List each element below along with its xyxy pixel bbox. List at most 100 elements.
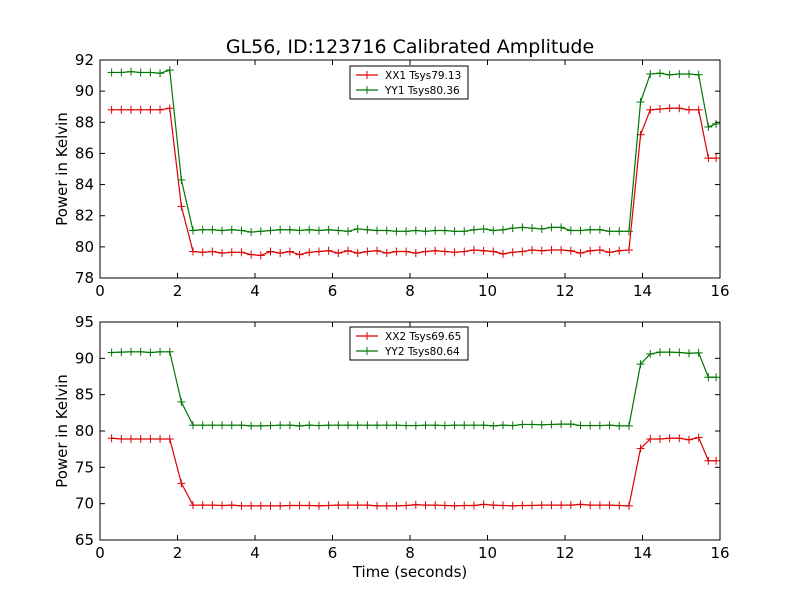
data-point-marker: [675, 434, 684, 443]
data-point-marker: [363, 421, 372, 430]
figure-title: GL56, ID:123716 Calibrated Amplitude: [226, 36, 594, 58]
data-point-marker: [156, 434, 165, 443]
x-tick-label: 0: [95, 544, 105, 562]
data-point-marker: [421, 227, 430, 236]
data-point-marker: [266, 421, 275, 430]
data-point-marker: [227, 248, 236, 257]
x-tick-label: 0: [95, 282, 105, 300]
data-point-marker: [624, 501, 633, 510]
y-tick-label: 65: [75, 531, 94, 549]
data-point-marker: [615, 421, 624, 430]
y-tick-label: 90: [75, 82, 94, 100]
data-point-marker: [208, 247, 217, 256]
data-point-marker: [615, 227, 624, 236]
data-point-marker: [324, 421, 333, 430]
data-point-marker: [344, 246, 352, 255]
data-point-marker: [469, 501, 478, 510]
y-tick-label: 78: [75, 269, 94, 287]
data-point-marker: [665, 70, 674, 79]
legend-swatch-marker: [363, 86, 371, 94]
data-point-marker: [704, 122, 713, 131]
data-point-marker: [655, 69, 664, 78]
x-tick-label: 6: [328, 544, 338, 562]
data-point-marker: [460, 227, 469, 236]
data-point-marker: [675, 104, 684, 113]
legend-swatch-marker: [363, 332, 371, 340]
data-point-marker: [189, 421, 197, 430]
data-point-marker: [363, 501, 372, 510]
data-point-marker: [256, 421, 265, 430]
data-point-marker: [334, 421, 343, 430]
legend: XX2 Tsys69.65 YY2 Tsys80.64: [349, 326, 469, 361]
x-tick-label: 2: [173, 282, 183, 300]
data-point-marker: [177, 479, 186, 488]
data-point-marker: [421, 501, 430, 510]
data-point-marker: [117, 105, 126, 114]
data-point-marker: [665, 434, 674, 443]
legend-entry-label: YY2 Tsys80.64: [384, 346, 460, 358]
data-point-marker: [237, 226, 246, 235]
data-point-marker: [373, 421, 382, 430]
y-tick-label: 80: [75, 238, 94, 256]
data-point-marker: [624, 245, 633, 254]
x-tick-label: 8: [405, 282, 415, 300]
y-tick-label: 75: [75, 458, 94, 476]
data-point-marker: [334, 226, 343, 235]
data-point-marker: [469, 245, 478, 254]
data-point-marker: [373, 246, 382, 255]
data-point-marker: [557, 420, 566, 429]
data-point-marker: [537, 501, 546, 510]
data-point-marker: [499, 421, 507, 430]
data-point-marker: [440, 247, 449, 256]
data-point-marker: [694, 70, 703, 79]
legend-swatch-marker: [363, 347, 371, 355]
data-point-marker: [537, 246, 546, 255]
data-point-marker: [450, 227, 459, 236]
data-point-marker: [528, 224, 537, 233]
data-point-marker: [198, 248, 207, 257]
y-tick-label: 70: [75, 495, 94, 513]
data-point-marker: [305, 248, 314, 257]
data-point-marker: [499, 501, 507, 510]
data-point-marker: [685, 349, 693, 358]
data-point-marker: [285, 421, 294, 430]
data-point-marker: [305, 225, 314, 234]
data-point-marker: [646, 434, 655, 443]
data-point-marker: [646, 70, 655, 79]
data-point-marker: [704, 373, 713, 382]
data-point-marker: [694, 433, 703, 442]
data-point-marker: [675, 348, 684, 357]
subplot-top: 0 2 4 6 8 10 12 14 16 78 80 82 84 86 88 90 92 Power in Ke…: [53, 51, 730, 300]
data-point-marker: [165, 104, 174, 113]
data-point-marker: [431, 226, 440, 235]
data-point-marker: [586, 246, 595, 255]
data-point-marker: [117, 434, 126, 443]
data-point-marker: [165, 434, 174, 443]
data-point-marker: [595, 225, 604, 234]
data-point-marker: [489, 501, 498, 510]
y-tick-label: 85: [75, 386, 94, 404]
x-tick-label: 8: [405, 544, 415, 562]
data-point-marker: [256, 501, 265, 510]
data-point-marker: [440, 501, 449, 510]
data-point-marker: [189, 226, 197, 235]
x-tick-label: 4: [250, 282, 260, 300]
data-point-marker: [136, 68, 145, 77]
data-point-marker: [127, 434, 135, 443]
data-point-marker: [411, 500, 420, 509]
data-point-marker: [177, 175, 186, 184]
data-point-marker: [382, 249, 391, 258]
data-point-marker: [107, 348, 116, 357]
data-point-marker: [712, 456, 721, 465]
data-point-marker: [685, 105, 693, 114]
data-point-marker: [646, 349, 655, 358]
data-point-marker: [136, 105, 145, 114]
data-point-marker: [402, 501, 411, 510]
data-point-marker: [156, 69, 165, 78]
data-point-marker: [431, 501, 440, 510]
data-point-marker: [595, 421, 604, 430]
data-point-marker: [557, 223, 566, 232]
data-point-marker: [576, 421, 585, 430]
x-tick-label: 10: [478, 282, 497, 300]
